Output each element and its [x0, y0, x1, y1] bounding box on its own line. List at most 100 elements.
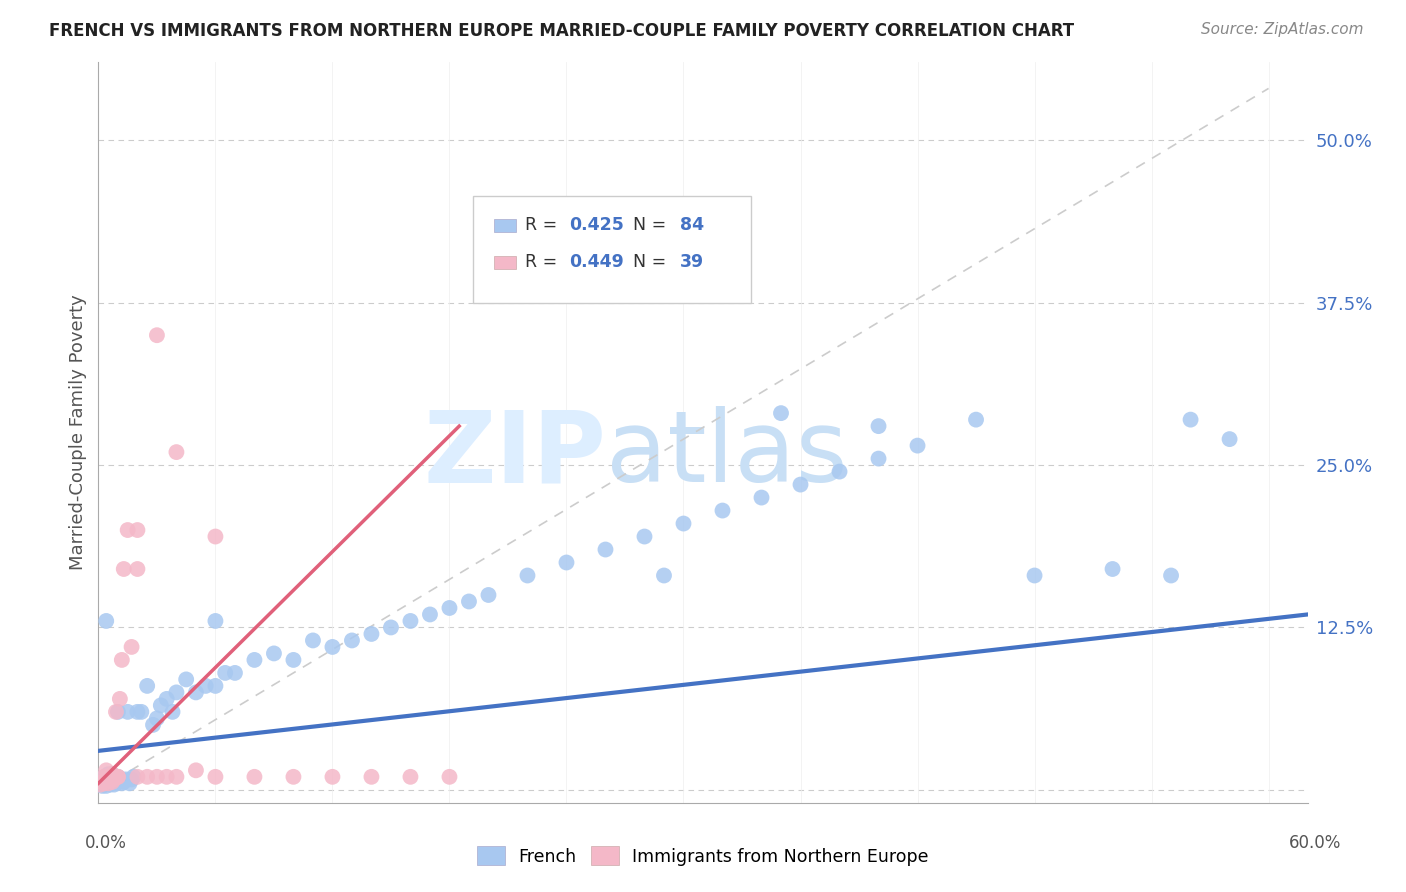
Point — [1101, 562, 1123, 576]
Text: N =: N = — [621, 217, 672, 235]
Point — [165, 685, 187, 699]
Point — [136, 679, 159, 693]
Point — [111, 772, 134, 787]
Point — [96, 773, 118, 788]
Point — [555, 556, 578, 570]
Point — [127, 770, 149, 784]
Point — [283, 770, 305, 784]
Point — [149, 698, 172, 713]
Point — [104, 705, 127, 719]
Point — [91, 775, 114, 789]
Point — [93, 778, 115, 792]
Text: 84: 84 — [681, 217, 704, 235]
Point — [101, 772, 124, 787]
Legend: French, Immigrants from Northern Europe: French, Immigrants from Northern Europe — [470, 839, 936, 872]
Text: 39: 39 — [681, 253, 704, 271]
Point — [458, 594, 481, 608]
Point — [204, 679, 226, 693]
Point — [98, 770, 121, 784]
Point — [93, 770, 115, 784]
Point — [439, 601, 461, 615]
Point — [751, 491, 773, 505]
Point — [165, 770, 187, 784]
Y-axis label: Married-Couple Family Poverty: Married-Couple Family Poverty — [69, 294, 87, 571]
Point — [107, 770, 129, 784]
Point — [98, 778, 121, 792]
Point — [107, 775, 129, 789]
Point — [104, 776, 127, 790]
Point — [965, 412, 987, 426]
Point — [108, 692, 131, 706]
Point — [1024, 568, 1046, 582]
Point — [769, 406, 792, 420]
Point — [516, 568, 538, 582]
Point — [652, 568, 675, 582]
Point — [184, 764, 207, 778]
Point — [107, 770, 129, 784]
Point — [104, 771, 127, 785]
Point — [146, 770, 169, 784]
Point — [302, 633, 325, 648]
Point — [118, 776, 141, 790]
Point — [214, 665, 236, 680]
Point — [672, 516, 695, 531]
Point — [112, 562, 135, 576]
Point — [184, 685, 207, 699]
Point — [112, 775, 135, 789]
Point — [204, 770, 226, 784]
Point — [633, 529, 655, 543]
Text: N =: N = — [621, 253, 672, 271]
Point — [114, 772, 136, 787]
Point — [204, 614, 226, 628]
Point — [93, 776, 115, 790]
FancyBboxPatch shape — [494, 256, 516, 269]
Text: Source: ZipAtlas.com: Source: ZipAtlas.com — [1201, 22, 1364, 37]
Point — [146, 711, 169, 725]
Point — [127, 705, 149, 719]
Point — [101, 775, 124, 789]
Point — [1160, 568, 1182, 582]
Point — [156, 692, 179, 706]
FancyBboxPatch shape — [474, 195, 751, 303]
Point — [101, 767, 124, 781]
Point — [1180, 412, 1202, 426]
Point — [93, 775, 115, 789]
Point — [96, 614, 118, 628]
Point — [711, 503, 734, 517]
Point — [107, 705, 129, 719]
Point — [868, 451, 890, 466]
Text: 0.449: 0.449 — [569, 253, 623, 271]
Point — [103, 770, 125, 784]
Point — [98, 773, 121, 788]
Point — [97, 772, 120, 787]
Point — [107, 770, 129, 784]
Point — [224, 665, 246, 680]
Point — [828, 465, 851, 479]
Point — [97, 776, 120, 790]
Point — [103, 772, 125, 787]
FancyBboxPatch shape — [494, 219, 516, 232]
Point — [283, 653, 305, 667]
Point — [194, 679, 217, 693]
Text: FRENCH VS IMMIGRANTS FROM NORTHERN EUROPE MARRIED-COUPLE FAMILY POVERTY CORRELAT: FRENCH VS IMMIGRANTS FROM NORTHERN EUROP… — [49, 22, 1074, 40]
Text: ZIP: ZIP — [423, 407, 606, 503]
Point — [93, 770, 115, 784]
Point — [121, 640, 143, 654]
Point — [439, 770, 461, 784]
Point — [204, 529, 226, 543]
Point — [91, 779, 114, 793]
Point — [127, 562, 149, 576]
Point — [174, 673, 197, 687]
Point — [146, 328, 169, 343]
Point — [127, 523, 149, 537]
Point — [111, 776, 134, 790]
Point — [103, 773, 125, 788]
Point — [96, 772, 118, 787]
Point — [98, 773, 121, 788]
Point — [243, 653, 266, 667]
Point — [243, 770, 266, 784]
Point — [399, 614, 422, 628]
Point — [121, 772, 143, 787]
Point — [321, 770, 343, 784]
Point — [117, 523, 139, 537]
